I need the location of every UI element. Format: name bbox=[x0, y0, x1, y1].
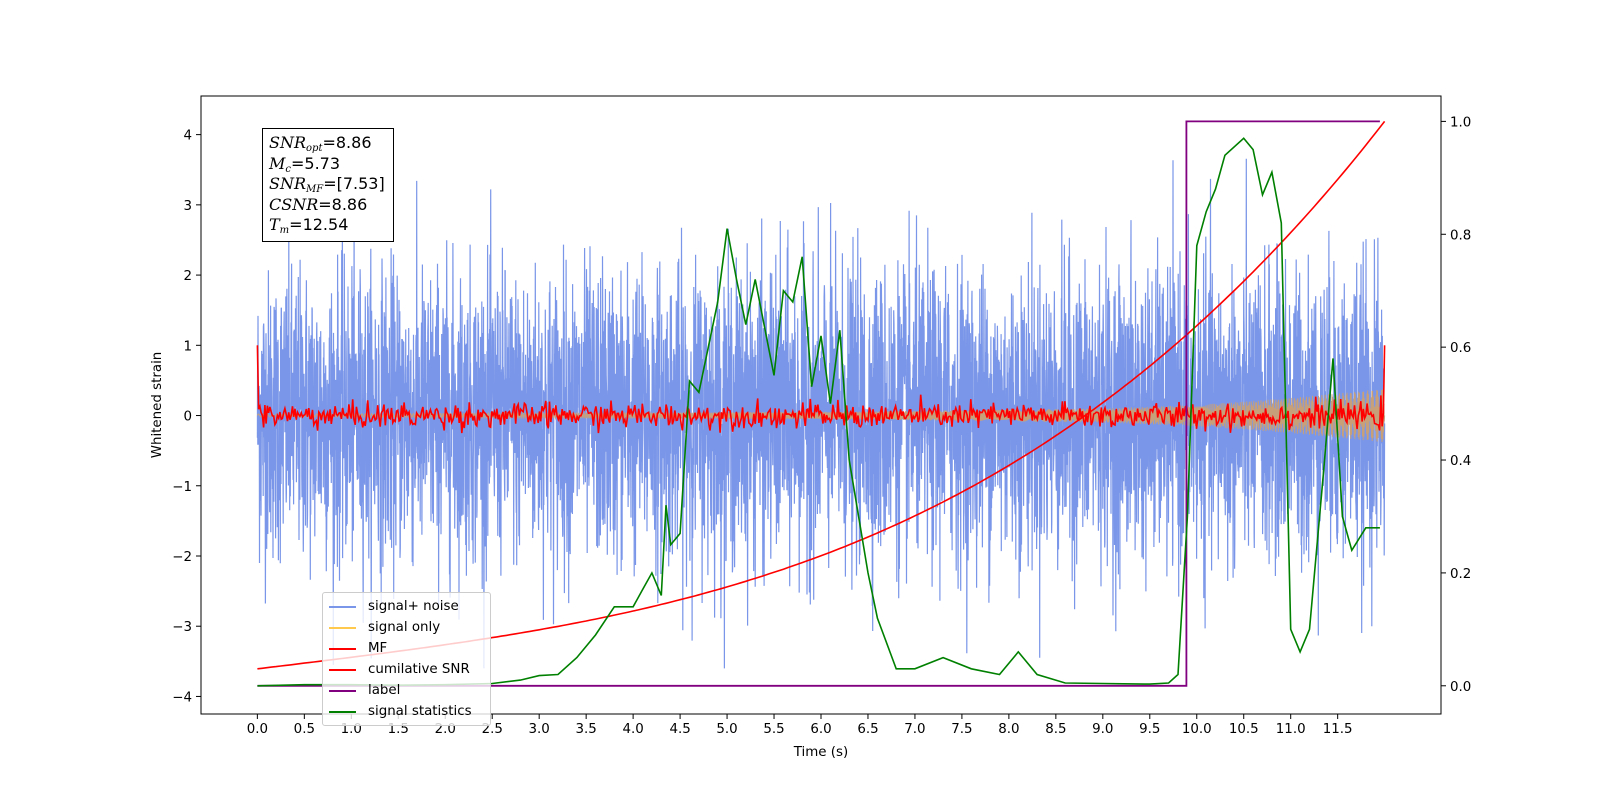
y-tick-label: −2 bbox=[172, 550, 192, 565]
legend-swatch bbox=[329, 626, 356, 629]
annotation-row: CSNR=8.86 bbox=[269, 194, 368, 214]
legend-item: label bbox=[329, 680, 484, 701]
legend-item: MF bbox=[329, 638, 484, 659]
legend: signal+ noise signal only MF cumilative SNR… bbox=[322, 592, 491, 726]
legend-label: signal only bbox=[368, 620, 441, 635]
x-tick-label: 9.0 bbox=[1092, 722, 1113, 737]
legend-item: signal statistics bbox=[329, 701, 484, 722]
legend-swatch bbox=[329, 668, 356, 671]
legend-label: MF bbox=[368, 641, 388, 656]
legend-swatch bbox=[329, 710, 356, 713]
annotation-row: Mc=5.73 bbox=[269, 153, 341, 175]
x-axis-ticks: 0.0 0.5 1.0 1.5 2.0 2.5 3.0 3.5 4.0 4.5 5.0 5.5 6.0 6… bbox=[247, 714, 1353, 737]
legend-label: signal statistics bbox=[368, 704, 472, 719]
y-right-tick-label: 0.4 bbox=[1450, 454, 1471, 469]
x-tick-label: 10.0 bbox=[1182, 722, 1212, 737]
legend-label: cumilative SNR bbox=[368, 662, 470, 677]
y-right-tick-label: 1.0 bbox=[1450, 115, 1471, 130]
x-tick-label: 7.0 bbox=[904, 722, 925, 737]
x-tick-label: 4.0 bbox=[622, 722, 643, 737]
legend-label: label bbox=[368, 683, 401, 698]
legend-item: signal+ noise bbox=[329, 596, 484, 617]
y-tick-label: 2 bbox=[183, 269, 192, 284]
y-tick-label: 0 bbox=[183, 410, 192, 425]
x-tick-label: 7.5 bbox=[951, 722, 972, 737]
y-tick-label: 1 bbox=[183, 339, 192, 354]
annotation-box: SNRopt=8.86 Mc=5.73 SNRMF=[7.53] CSNR=8.86 T… bbox=[262, 128, 394, 242]
x-tick-label: 5.5 bbox=[763, 722, 784, 737]
x-tick-label: 8.0 bbox=[998, 722, 1019, 737]
y-axis-ticks: 4 3 2 1 0 −1 −2 −3 −4 bbox=[172, 129, 201, 705]
x-tick-label: 5.0 bbox=[716, 722, 737, 737]
x-tick-label: 4.5 bbox=[669, 722, 690, 737]
y-right-tick-label: 0.6 bbox=[1450, 341, 1471, 356]
legend-label: signal+ noise bbox=[368, 599, 459, 614]
x-tick-label: 0.5 bbox=[294, 722, 315, 737]
legend-item: cumilative SNR bbox=[329, 659, 484, 680]
series-signal-noise-line bbox=[256, 158, 1386, 669]
x-tick-label: 3.0 bbox=[529, 722, 550, 737]
y-axis-label: Whitened strain bbox=[150, 352, 165, 459]
x-tick-label: 11.0 bbox=[1276, 722, 1306, 737]
y-tick-label: −1 bbox=[172, 480, 192, 495]
y-right-tick-label: 0.2 bbox=[1450, 567, 1471, 582]
y-right-tick-label: 0.0 bbox=[1450, 680, 1471, 695]
series-signal-statistics-line bbox=[257, 137, 1380, 687]
x-tick-label: 3.5 bbox=[576, 722, 597, 737]
x-tick-label: 9.5 bbox=[1139, 722, 1160, 737]
x-axis-label: Time (s) bbox=[793, 745, 848, 760]
annotation-row: SNRopt=8.86 bbox=[269, 133, 372, 154]
legend-swatch bbox=[329, 605, 356, 608]
annotation-row: Tm=12.54 bbox=[269, 215, 349, 236]
x-tick-label: 6.0 bbox=[810, 722, 831, 737]
y-tick-label: 3 bbox=[183, 199, 192, 214]
series-label-line bbox=[257, 120, 1380, 687]
y-tick-label: −3 bbox=[172, 620, 192, 635]
annotation-row: SNRMF=[7.53] bbox=[269, 174, 385, 195]
x-tick-label: 11.5 bbox=[1323, 722, 1353, 737]
x-tick-label: 0.0 bbox=[247, 722, 268, 737]
x-tick-label: 8.5 bbox=[1045, 722, 1066, 737]
legend-swatch bbox=[329, 689, 356, 692]
series-mf-line bbox=[256, 345, 1386, 434]
y-axis-right-ticks: 1.0 0.8 0.6 0.4 0.2 0.0 bbox=[1441, 115, 1471, 695]
y-tick-label: 4 bbox=[183, 129, 192, 144]
y-right-tick-label: 0.8 bbox=[1450, 228, 1471, 243]
x-tick-label: 6.5 bbox=[857, 722, 878, 737]
x-tick-label: 10.5 bbox=[1229, 722, 1259, 737]
legend-swatch bbox=[329, 647, 356, 650]
y-tick-label: −4 bbox=[172, 690, 192, 705]
legend-item: signal only bbox=[329, 617, 484, 638]
